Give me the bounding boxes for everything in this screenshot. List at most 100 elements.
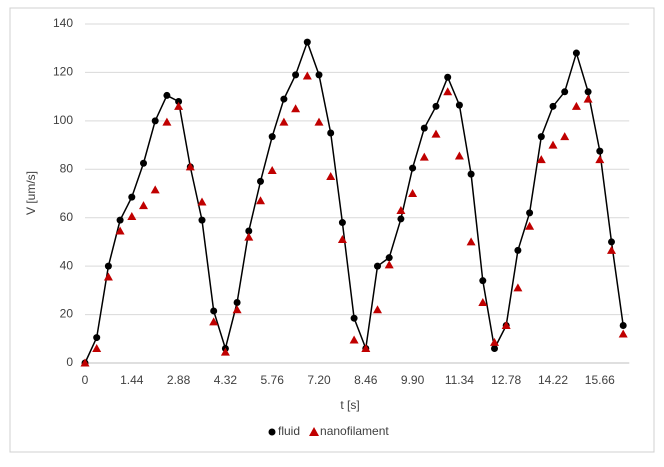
y-axis-label: V [um/s] [24, 171, 38, 215]
point [174, 101, 184, 110]
point [209, 317, 219, 326]
point [561, 88, 569, 96]
point [361, 343, 371, 352]
point [514, 246, 522, 254]
point [608, 238, 615, 246]
y-tick-label: 20 [60, 307, 74, 321]
point [397, 215, 405, 223]
y-tick-label: 100 [53, 113, 73, 127]
point [420, 124, 428, 132]
point [326, 172, 336, 181]
point [385, 254, 393, 262]
x-tick-label: 0 [82, 373, 89, 387]
legend-label: nanofilament [320, 424, 389, 438]
point [583, 94, 593, 103]
point [256, 196, 265, 205]
point [245, 227, 253, 235]
point [220, 347, 230, 356]
point [197, 197, 207, 206]
point [291, 104, 301, 113]
point [210, 307, 218, 315]
point [80, 358, 90, 367]
x-tick-label: 7.20 [307, 373, 331, 387]
point [267, 165, 277, 174]
point [596, 147, 604, 155]
point [443, 87, 453, 96]
point [409, 164, 417, 172]
point [279, 117, 289, 126]
point [104, 262, 112, 270]
point [115, 226, 125, 235]
point [373, 305, 382, 314]
y-tick-label: 140 [53, 16, 73, 30]
point [536, 155, 546, 164]
point [163, 91, 171, 99]
point [244, 232, 254, 241]
x-tick-label: 12.78 [491, 373, 521, 387]
point [128, 193, 136, 201]
x-tick-label: 15.66 [585, 373, 615, 387]
point [349, 335, 359, 344]
point [479, 277, 487, 285]
y-tick-label: 80 [60, 161, 74, 175]
point [571, 101, 581, 110]
point [490, 337, 499, 346]
point [151, 117, 159, 125]
point [501, 320, 511, 329]
point [303, 38, 311, 46]
point [314, 117, 324, 126]
point [431, 129, 441, 138]
point [478, 297, 488, 306]
point [127, 212, 137, 221]
point [139, 201, 148, 210]
point [548, 140, 558, 149]
point [374, 262, 381, 270]
point [337, 235, 347, 244]
point [384, 260, 394, 269]
point [513, 283, 523, 292]
point [619, 321, 627, 329]
x-tick-label: 4.32 [214, 373, 238, 387]
point [232, 305, 242, 314]
x-tick-label: 8.46 [354, 373, 378, 387]
point [491, 344, 498, 352]
point [584, 88, 592, 96]
point [350, 314, 358, 322]
point [175, 97, 183, 105]
point [466, 237, 476, 246]
legend-marker [268, 428, 276, 436]
y-tick-label: 60 [60, 210, 74, 224]
point [116, 216, 124, 224]
point [292, 71, 300, 79]
legend-marker [309, 427, 320, 436]
x-axis-label: t [s] [340, 398, 359, 412]
point [162, 117, 172, 126]
point [257, 177, 264, 185]
point [444, 73, 452, 81]
point [572, 49, 580, 57]
point [396, 205, 406, 214]
point [467, 170, 475, 178]
point [185, 162, 195, 171]
point [595, 155, 605, 164]
y-tick-label: 40 [60, 258, 74, 272]
point [93, 334, 101, 342]
x-tick-label: 1.44 [120, 373, 144, 387]
point [103, 272, 113, 281]
point [268, 133, 276, 141]
point [525, 221, 535, 230]
point [549, 102, 557, 110]
point [537, 133, 545, 141]
x-tick-label: 5.76 [261, 373, 285, 387]
point [233, 298, 241, 306]
x-tick-label: 11.34 [445, 373, 474, 387]
x-tick-label: 9.90 [401, 373, 425, 387]
point [92, 343, 102, 352]
point [432, 102, 440, 110]
point [327, 129, 335, 137]
point [315, 71, 323, 79]
point [302, 71, 312, 80]
point [280, 95, 288, 103]
point [618, 329, 628, 338]
